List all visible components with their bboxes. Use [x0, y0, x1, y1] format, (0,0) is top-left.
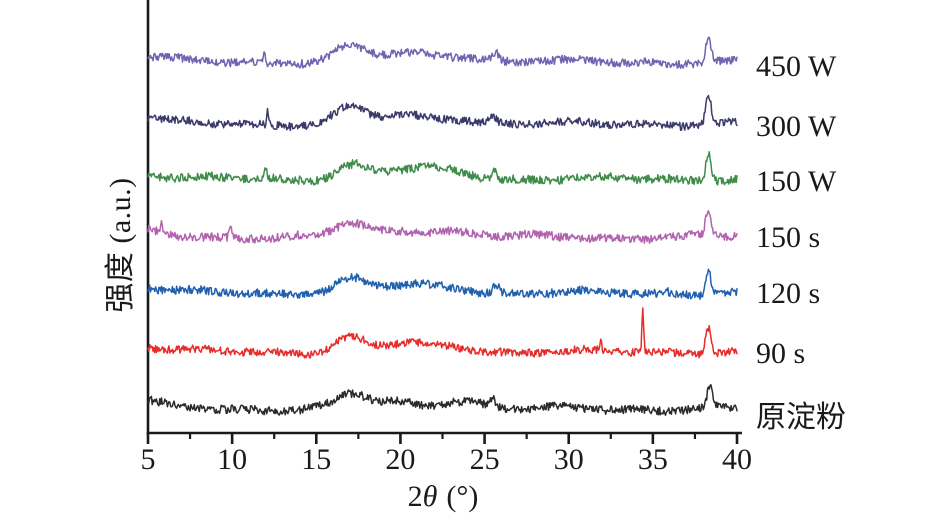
xrd-curve-300-W	[147, 94, 738, 132]
series-label: 90 s	[756, 337, 806, 370]
series-label: 原淀粉	[756, 401, 846, 434]
x-axis-label-theta-symbol: θ	[422, 480, 438, 513]
x-tick-label: 10	[217, 443, 248, 476]
xrd-curve-120-s	[147, 268, 738, 300]
xrd-curve-150-s	[147, 209, 738, 244]
series-label: 450 W	[756, 50, 837, 83]
x-tick-label: 25	[469, 443, 500, 476]
series-label: 150 s	[756, 221, 821, 254]
x-axis-label: 2θ (°)	[408, 480, 479, 514]
xrd-curve-150-W	[147, 150, 738, 186]
x-tick-label: 30	[553, 443, 584, 476]
xrd-curve-90-s	[147, 307, 738, 359]
y-axis-label: 强度 (a.u.)	[104, 177, 137, 313]
x-tick-label: 15	[301, 443, 332, 476]
x-tick-label: 40	[722, 443, 752, 476]
x-axis-label-number: 2	[407, 480, 423, 513]
series-label: 300 W	[756, 110, 837, 143]
xrd-curve-原淀粉	[147, 384, 738, 416]
x-tick-label: 35	[637, 443, 668, 476]
xrd-curve-450-W	[147, 36, 738, 69]
x-tick-label: 20	[385, 443, 416, 476]
x-axis-label-unit: (°)	[446, 480, 479, 513]
series-label: 120 s	[756, 277, 821, 310]
series-label: 150 W	[756, 165, 837, 198]
x-tick-label: 5	[140, 443, 156, 476]
